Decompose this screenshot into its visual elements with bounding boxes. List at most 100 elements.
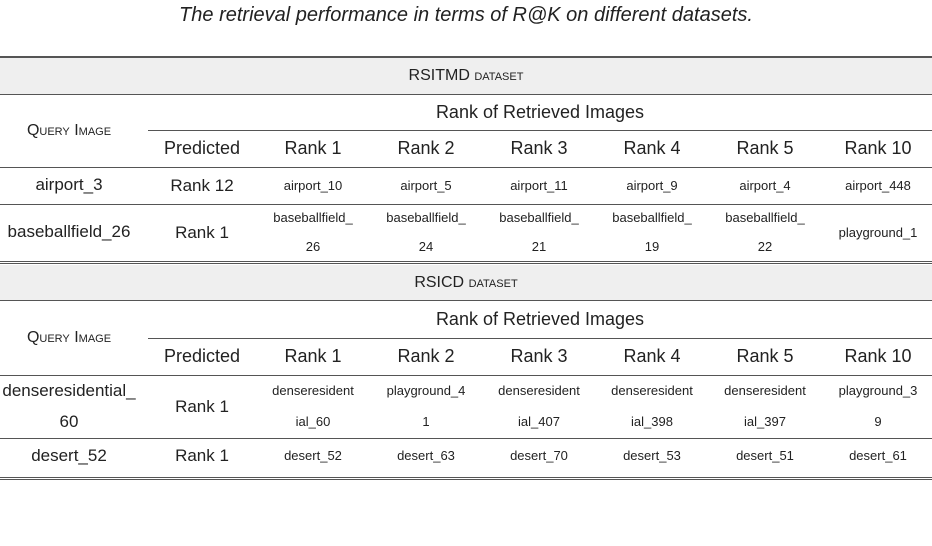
table-bottom-rule-2 xyxy=(0,479,932,480)
dataset-name: RSICD xyxy=(414,273,465,291)
column-header: Rank 2 xyxy=(397,138,455,158)
row-rule xyxy=(0,57,932,58)
query-image-cell-line: 60 xyxy=(59,412,79,432)
retrieved-image-cell: playground_3 9 xyxy=(822,375,932,438)
column-header: Rank 4 xyxy=(623,346,681,366)
retrieved-image-cell-line: playground_4 xyxy=(386,382,466,398)
retrieved-image-cell-line: airport_10 xyxy=(283,177,343,193)
section-title: RSITMD dataset xyxy=(0,57,932,94)
column-header: Rank 3 xyxy=(510,138,568,158)
retrieved-image-cell-line: 22 xyxy=(757,238,773,254)
retrieved-image-cell-line: desert_53 xyxy=(623,448,681,464)
retrieved-image-cell: airport_10 xyxy=(257,167,369,204)
dataset-suffix: dataset xyxy=(474,67,524,84)
section-header-band xyxy=(0,57,932,94)
retrieved-image-cell-line: baseballfield_ xyxy=(273,210,353,226)
dataset-name: RSITMD xyxy=(408,66,470,84)
column-header: Rank 5 xyxy=(736,138,794,158)
retrieved-image-cell: airport_9 xyxy=(596,167,708,204)
retrieved-image-cell: denseresident ial_60 xyxy=(257,375,369,438)
retrieved-image-cell: baseballfield_ 19 xyxy=(596,204,708,261)
row-rule xyxy=(0,261,932,262)
retrieved-image-cell: baseballfield_ 21 xyxy=(483,204,595,261)
column-header: Rank 1 xyxy=(284,138,342,158)
retrieved-image-cell: desert_51 xyxy=(709,438,821,474)
retrieved-image-cell-line: desert_63 xyxy=(397,448,455,464)
retrieved-image-cell-line: airport_5 xyxy=(400,177,452,193)
retrieved-image-cell: denseresident ial_398 xyxy=(596,375,708,438)
query-image-cell: denseresidential_ 60 xyxy=(0,375,138,438)
query-image-cell-line: denseresidential_ xyxy=(2,380,136,400)
row-rule xyxy=(0,167,932,168)
row-rule xyxy=(0,300,932,301)
section-title: RSICD dataset xyxy=(0,265,932,300)
column-header: Rank 2 xyxy=(397,346,455,366)
retrieved-image-cell: airport_4 xyxy=(709,167,821,204)
retrieved-image-cell-line: ial_60 xyxy=(295,414,331,430)
predicted-rank-cell: Rank 1 xyxy=(175,396,229,416)
retrieved-image-cell: airport_5 xyxy=(370,167,482,204)
retrieved-image-cell-line: 19 xyxy=(644,238,660,254)
column-header: Rank 5 xyxy=(736,346,794,366)
retrieved-image-cell: desert_52 xyxy=(257,438,369,474)
retrieved-image-cell-line: 1 xyxy=(422,414,430,430)
retrieved-image-cell-line: denseresident xyxy=(724,382,806,398)
query-image-header: Query Image xyxy=(26,121,112,139)
rank-of-retrieved-header: Rank of Retrieved Images xyxy=(435,308,645,329)
retrieved-image-cell-line: 26 xyxy=(305,238,321,254)
retrieved-image-cell: denseresident ial_397 xyxy=(709,375,821,438)
header-sub-rule xyxy=(148,338,932,339)
dataset-suffix: dataset xyxy=(468,274,518,291)
retrieved-image-cell-line: airport_11 xyxy=(510,177,568,193)
query-image-header: Query Image xyxy=(26,328,112,346)
retrieved-image-cell: desert_61 xyxy=(822,438,932,474)
row-rule xyxy=(0,94,932,95)
query-image-cell-line: desert_52 xyxy=(31,445,107,465)
column-header: Predicted xyxy=(163,346,241,366)
retrieved-image-cell: desert_53 xyxy=(596,438,708,474)
retrieved-image-cell-line: desert_51 xyxy=(736,448,794,464)
retrieved-image-cell-line: desert_61 xyxy=(849,448,907,464)
retrieved-image-cell-line: ial_407 xyxy=(518,414,560,430)
table-top-rule xyxy=(0,56,932,57)
column-header: Rank 1 xyxy=(284,346,342,366)
retrieved-image-cell-line: denseresident xyxy=(498,382,580,398)
retrieved-image-cell-line: 24 xyxy=(418,238,434,254)
retrieved-image-cell-line: playground_3 xyxy=(838,382,918,398)
retrieved-image-cell: playground_1 xyxy=(822,204,932,261)
retrieved-image-cell-line: denseresident xyxy=(611,382,693,398)
retrieved-image-cell-line: playground_1 xyxy=(838,224,918,240)
retrieved-image-cell-line: 9 xyxy=(874,414,882,430)
table-bottom-rule xyxy=(0,477,932,478)
query-image-cell-line: baseballfield_26 xyxy=(7,222,131,242)
section-header-band xyxy=(0,265,932,300)
predicted-rank-cell: Rank 1 xyxy=(175,222,229,242)
predicted-rank-cell: Rank 1 xyxy=(175,446,229,465)
row-rule xyxy=(0,375,932,376)
retrieved-image-cell-line: baseballfield_ xyxy=(725,210,805,226)
column-header: Rank 10 xyxy=(844,346,912,366)
retrieved-image-cell: playground_4 1 xyxy=(370,375,482,438)
retrieved-image-cell-line: airport_9 xyxy=(626,177,678,193)
retrieved-image-cell: baseballfield_ 24 xyxy=(370,204,482,261)
retrieved-image-cell: denseresident ial_407 xyxy=(483,375,595,438)
query-image-cell: baseballfield_26 xyxy=(0,204,138,261)
row-rule xyxy=(0,204,932,205)
column-header: Rank 4 xyxy=(623,138,681,158)
column-header: Rank 10 xyxy=(844,138,912,158)
retrieved-image-cell-line: ial_397 xyxy=(744,414,786,430)
retrieved-image-cell-line: airport_448 xyxy=(845,177,911,193)
query-image-cell: airport_3 xyxy=(0,167,138,204)
retrieved-image-cell: airport_448 xyxy=(822,167,932,204)
retrieved-image-cell-line: baseballfield_ xyxy=(386,210,466,226)
column-header: Predicted xyxy=(163,138,241,158)
retrieved-image-cell-line: baseballfield_ xyxy=(612,210,692,226)
retrieved-image-cell-line: denseresident xyxy=(272,382,354,398)
query-image-cell: desert_52 xyxy=(0,438,138,474)
retrieved-image-cell: airport_11 xyxy=(483,167,595,204)
retrieved-image-cell-line: baseballfield_ xyxy=(499,210,579,226)
table-caption: The retrieval performance in terms of R@… xyxy=(179,4,753,26)
query-image-cell-line: airport_3 xyxy=(35,175,103,195)
retrieved-image-cell: baseballfield_ 26 xyxy=(257,204,369,261)
retrieved-image-cell: baseballfield_ 22 xyxy=(709,204,821,261)
